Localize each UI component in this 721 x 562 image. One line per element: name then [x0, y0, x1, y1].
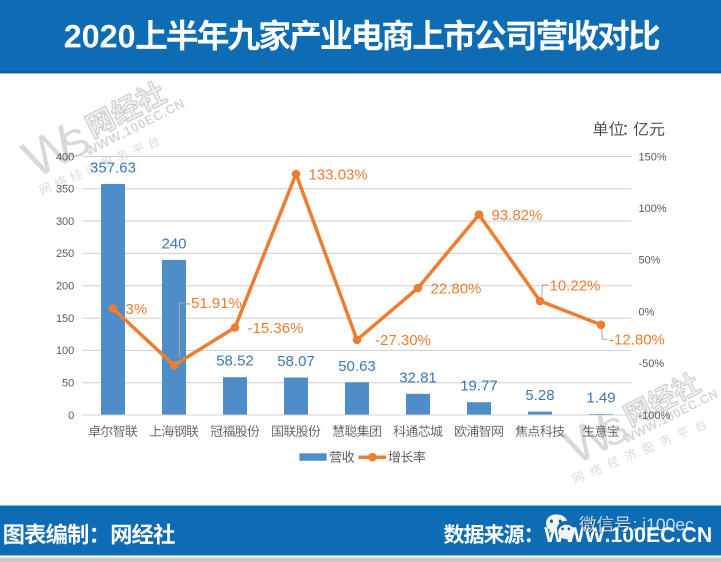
- svg-text:58.52: 58.52: [216, 353, 254, 370]
- svg-text:58.07: 58.07: [277, 353, 315, 370]
- svg-text:: i100ec: : i100ec: [633, 515, 695, 535]
- svg-text:50: 50: [62, 378, 74, 390]
- svg-text:250: 250: [56, 248, 74, 260]
- svg-text:19.77: 19.77: [460, 378, 498, 395]
- svg-text:100: 100: [56, 345, 74, 357]
- svg-text:50%: 50%: [639, 255, 661, 267]
- svg-text:-15.36%: -15.36%: [248, 320, 304, 337]
- svg-text:-27.30%: -27.30%: [375, 332, 431, 349]
- svg-text:100%: 100%: [639, 203, 667, 215]
- svg-text:133.03%: 133.03%: [309, 167, 368, 184]
- svg-text:22.80%: 22.80%: [431, 280, 482, 297]
- svg-text:-51.91%: -51.91%: [186, 295, 242, 312]
- svg-text:3%: 3%: [126, 301, 148, 318]
- svg-text:10.22%: 10.22%: [550, 277, 601, 294]
- svg-text:400: 400: [56, 151, 74, 163]
- svg-text:300: 300: [56, 216, 74, 228]
- svg-text:1.49: 1.49: [586, 390, 615, 407]
- svg-text:-50%: -50%: [639, 358, 665, 370]
- svg-text:5.28: 5.28: [525, 387, 554, 404]
- svg-text:93.82%: 93.82%: [492, 207, 543, 224]
- svg-text:350: 350: [56, 184, 74, 196]
- svg-text:50.63: 50.63: [338, 358, 376, 375]
- svg-text:-12.80%: -12.80%: [609, 332, 665, 349]
- svg-text:357.63: 357.63: [90, 159, 136, 176]
- svg-text:0%: 0%: [639, 306, 655, 318]
- svg-text:150%: 150%: [639, 151, 667, 163]
- svg-text:150: 150: [56, 313, 74, 325]
- svg-text:0: 0: [68, 410, 74, 422]
- svg-text:32.81: 32.81: [399, 369, 437, 386]
- svg-text:200: 200: [56, 281, 74, 293]
- svg-text:-100%: -100%: [639, 410, 671, 422]
- svg-text:240: 240: [161, 235, 186, 252]
